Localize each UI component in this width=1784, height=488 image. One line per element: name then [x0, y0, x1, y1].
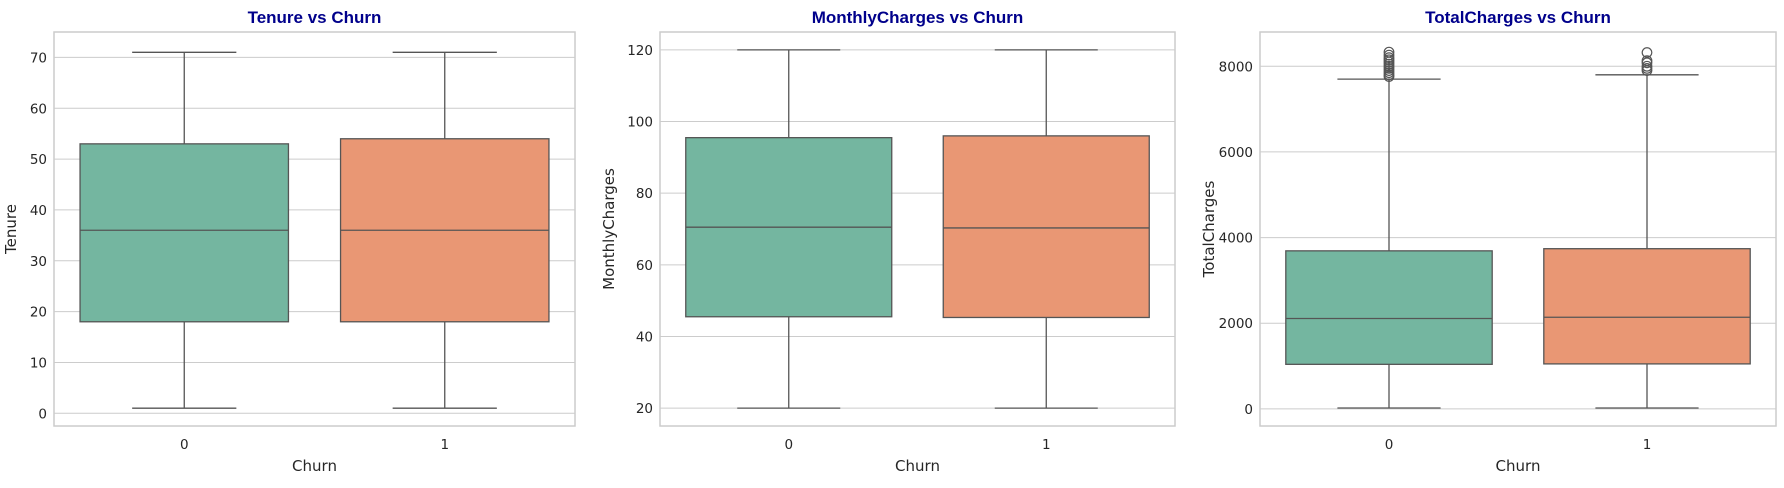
iqr-box	[942, 135, 1150, 319]
iqr-box	[1285, 250, 1493, 365]
y-tick-label: 40	[30, 203, 47, 219]
y-tick-label: 20	[636, 401, 653, 417]
box-1	[339, 51, 550, 409]
y-axis-label: TotalCharges	[1200, 180, 1218, 278]
x-tick-label: 0	[1385, 437, 1394, 453]
iqr-box	[79, 143, 290, 323]
y-tick-label: 40	[636, 329, 653, 345]
y-tick-label: 6000	[1219, 145, 1253, 161]
chart-title: Tenure vs Churn	[248, 8, 382, 27]
x-axis-label: Churn	[895, 457, 940, 475]
outlier-point	[1641, 60, 1653, 72]
y-tick-label: 30	[30, 254, 47, 270]
y-tick-label: 60	[30, 101, 47, 117]
x-tick-label: 1	[440, 437, 449, 453]
y-tick-label: 0	[38, 406, 47, 422]
y-tick-label: 8000	[1219, 59, 1253, 75]
chart-title: TotalCharges vs Churn	[1425, 8, 1611, 27]
box-1	[942, 49, 1150, 409]
y-tick-label: 70	[30, 50, 47, 66]
plot-frame	[53, 31, 576, 427]
x-axis-label: Churn	[292, 457, 337, 475]
y-tick-label: 120	[627, 43, 653, 59]
panel-3: 0 2000 4000 6000 8000 0 1 Churn TotalCharges Tota…	[1200, 8, 1777, 475]
plot-frame	[659, 31, 1176, 427]
y-tick-label: 4000	[1219, 231, 1253, 247]
y-axis-label: Tenure	[2, 204, 20, 255]
panel-2: 20 40 60 80 100 120 0 1 Churn MonthlyCharges Month…	[600, 8, 1176, 475]
outlier-point	[1383, 52, 1395, 64]
plot-frame	[1259, 31, 1777, 427]
y-axis-label: MonthlyCharges	[600, 168, 618, 290]
box-1	[1543, 47, 1751, 409]
outlier-point	[1383, 49, 1395, 61]
box-0	[685, 49, 893, 409]
x-tick-label: 0	[784, 437, 793, 453]
outlier-point	[1641, 47, 1653, 58]
y-tick-label: 60	[636, 258, 653, 274]
box-0	[1285, 46, 1493, 409]
y-tick-label: 0	[1244, 402, 1253, 418]
y-tick-label: 80	[636, 186, 653, 202]
chart-title: MonthlyCharges vs Churn	[812, 8, 1024, 27]
x-tick-label: 1	[1643, 437, 1652, 453]
x-axis-label: Churn	[1496, 457, 1541, 475]
outlier-point	[1383, 46, 1395, 58]
x-tick-label: 0	[180, 437, 189, 453]
iqr-box	[1543, 248, 1751, 365]
y-tick-label: 100	[627, 115, 653, 131]
panel-1: 0 10 20 30 40 50 60 70 0 1 Churn Tenure Tenure vs Ch…	[2, 8, 576, 475]
x-tick-label: 1	[1042, 437, 1051, 453]
box-0	[79, 51, 290, 409]
y-tick-label: 2000	[1219, 316, 1253, 332]
y-tick-label: 50	[30, 152, 47, 168]
outlier-point	[1641, 55, 1653, 67]
y-tick-label: 20	[30, 305, 47, 321]
y-tick-label: 10	[30, 355, 47, 371]
